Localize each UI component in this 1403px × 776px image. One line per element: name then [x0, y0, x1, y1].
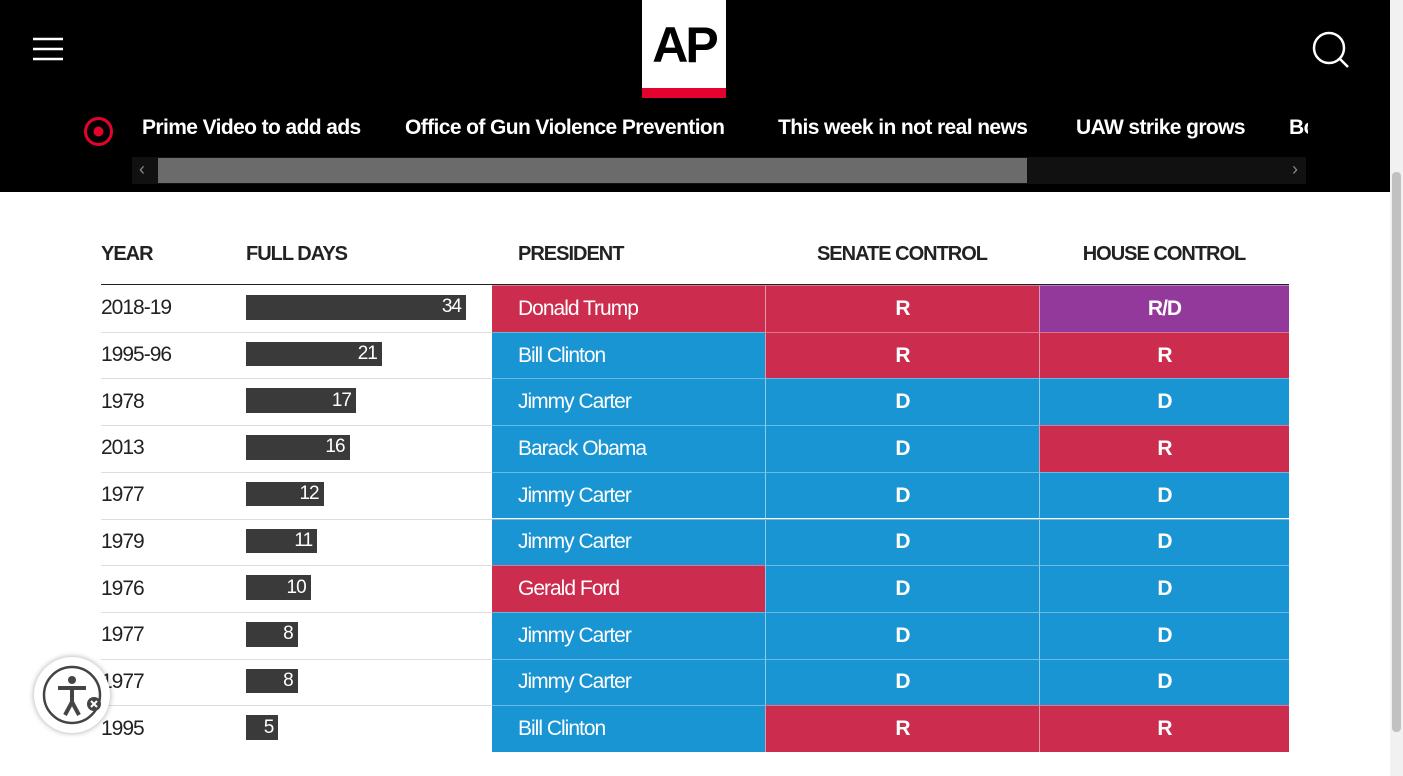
senate-cell: R	[765, 331, 1039, 379]
senate-cell: D	[765, 378, 1039, 426]
senate-cell: D	[765, 611, 1039, 659]
ticker-link[interactable]: UAW strike grows	[1076, 116, 1246, 139]
logo[interactable]: AP	[642, 0, 726, 98]
senate-cell: R	[765, 285, 1039, 332]
bar-label: 34	[441, 296, 462, 318]
bar-label: 11	[294, 529, 313, 551]
bar: 8	[246, 621, 298, 647]
house-cell: D	[1039, 471, 1289, 519]
column-header: SENATE CONTROL	[816, 243, 988, 265]
bar: 16	[246, 435, 350, 460]
year-cell: 1977	[101, 623, 145, 647]
bar: 5	[246, 715, 279, 740]
president-cell: Jimmy Carter	[492, 378, 765, 426]
year-cell: 1978	[101, 389, 145, 413]
bar: 21	[246, 341, 382, 367]
row-rule	[101, 611, 492, 613]
ticker-link[interactable]: This week in not real news	[778, 116, 1028, 139]
house-cell: D	[1039, 378, 1289, 426]
bar-label: 17	[331, 389, 352, 411]
senate-cell: D	[765, 658, 1039, 706]
row-rule	[101, 565, 492, 567]
year-cell: 1995	[101, 716, 145, 740]
house-cell: D	[1039, 565, 1289, 612]
page-scrollbar[interactable]	[1390, 0, 1403, 776]
house-cell: D	[1039, 658, 1289, 706]
top-bar: AP Prime Video to add ads Office of Gun V…	[0, 0, 1390, 192]
year-cell: 1976	[101, 576, 145, 600]
bar: 17	[246, 388, 356, 414]
house-cell: R	[1039, 705, 1289, 752]
accessibility-icon	[42, 665, 102, 725]
house-cell: R	[1039, 331, 1289, 379]
row-rule	[101, 378, 492, 380]
bar: 10	[246, 575, 311, 600]
bar-label: 8	[283, 669, 294, 691]
ticker-link[interactable]: Office of Gun Violence Prevention	[405, 116, 725, 139]
scroll-thumb[interactable]	[158, 158, 1027, 183]
year-cell: 1979	[101, 529, 145, 553]
senate-cell: D	[765, 425, 1039, 472]
scroll-track: ‹ ›	[132, 157, 1306, 184]
row-rule	[101, 518, 492, 520]
logo-stripe	[642, 88, 726, 98]
president-cell: Jimmy Carter	[492, 658, 765, 706]
scroll-left[interactable]: ‹	[139, 159, 145, 179]
year-cell: 2018-19	[101, 296, 172, 320]
column-header: FULL DAYS	[246, 243, 348, 265]
bar-label: 21	[357, 343, 378, 365]
bar-label: 10	[286, 576, 307, 598]
ticker-link[interactable]: Prime Video to add ads	[142, 116, 361, 139]
president-cell: Jimmy Carter	[492, 518, 765, 566]
column-header: PRESIDENT	[518, 243, 624, 265]
president-cell: Jimmy Carter	[492, 471, 765, 519]
bar: 11	[246, 528, 318, 554]
row-rule	[101, 425, 492, 427]
bar-label: 8	[283, 623, 294, 645]
house-cell: R	[1039, 425, 1289, 472]
column-header: YEAR	[101, 243, 154, 265]
ticker-link[interactable]: Bo	[1289, 116, 1308, 139]
year-cell: 1977	[101, 483, 145, 507]
row-rule	[101, 471, 492, 473]
senate-cell: R	[765, 705, 1039, 752]
senate-cell: D	[765, 518, 1039, 566]
house-cell: D	[1039, 518, 1289, 566]
page-scroll-thumb[interactable]	[1392, 172, 1401, 732]
header-rule	[101, 284, 1289, 285]
year-cell: 2013	[101, 436, 145, 460]
year-cell: 1977	[101, 669, 145, 693]
row-rule	[101, 705, 492, 707]
search-button[interactable]	[1310, 30, 1352, 70]
president-cell: Bill Clinton	[492, 331, 765, 379]
year-cell: 1995-96	[101, 343, 172, 367]
bar-label: 16	[325, 436, 345, 458]
president-cell: Jimmy Carter	[492, 611, 765, 659]
bar: 8	[246, 668, 298, 694]
menu-button[interactable]	[33, 37, 65, 63]
house-cell: R/D	[1039, 285, 1289, 332]
accessibility-button[interactable]	[34, 657, 110, 733]
president-cell: Bill Clinton	[492, 705, 765, 752]
president-cell: Barack Obama	[492, 425, 765, 472]
president-cell: Donald Trump	[492, 285, 765, 332]
bar-label: 5	[263, 716, 275, 738]
bar: 12	[246, 481, 324, 507]
house-cell: D	[1039, 611, 1289, 659]
column-header: HOUSE CONTROL	[1082, 243, 1247, 265]
row-rule	[101, 331, 492, 333]
row-rule	[101, 658, 492, 660]
bar: 34	[246, 295, 466, 320]
senate-cell: D	[765, 471, 1039, 519]
bar-label: 12	[299, 483, 319, 505]
logo-text: AP	[652, 17, 718, 73]
senate-cell: D	[765, 565, 1039, 612]
scroll-right[interactable]: ›	[1292, 159, 1298, 179]
ticker: Prime Video to add ads Office of Gun Viol…	[0, 0, 1308, 192]
trending-icon	[84, 117, 113, 146]
president-cell: Gerald Ford	[492, 565, 765, 612]
